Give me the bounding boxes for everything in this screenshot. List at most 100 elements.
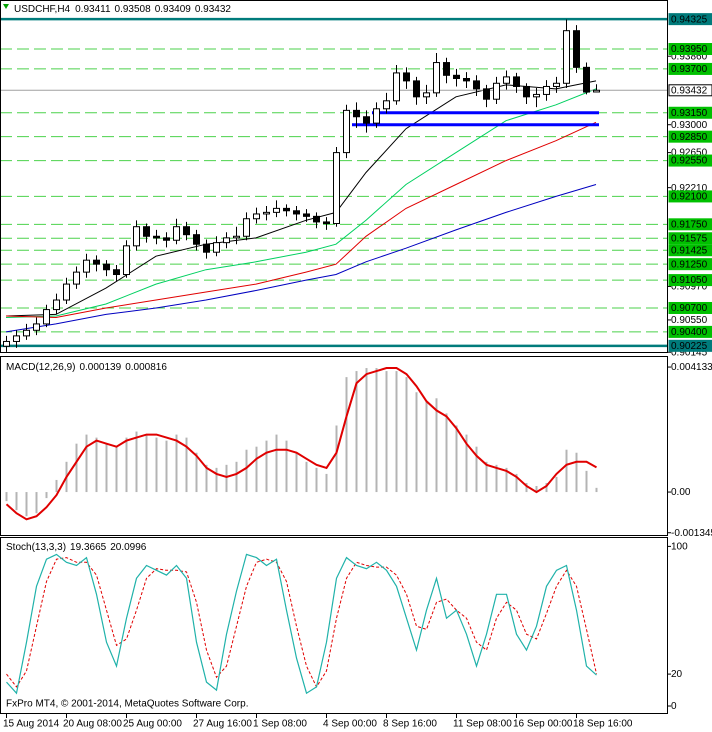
macd-bar — [265, 440, 268, 493]
y-tick-label: 0.90550 — [671, 315, 708, 326]
y-tick-label: 100 — [671, 542, 688, 553]
candle-body — [23, 329, 30, 337]
macd-bar — [595, 487, 598, 493]
stoch-main — [6, 553, 597, 695]
x-tick-label: 4 Sep 00:00 — [323, 719, 377, 730]
macd-bar — [395, 371, 398, 493]
axis-label-bg — [668, 244, 712, 257]
last-high: 0.93508 — [115, 4, 152, 15]
last-low: 0.93409 — [155, 4, 192, 15]
stoch-plot — [6, 553, 597, 695]
macd-bar — [35, 492, 38, 514]
macd-bar — [505, 467, 508, 493]
macd-bar — [475, 446, 478, 493]
stoch-main-value: 19.3665 — [70, 542, 107, 553]
y-tick-label: 0.90145 — [671, 347, 708, 358]
macd-bar — [335, 425, 338, 493]
axis-label-bg — [668, 274, 712, 287]
candle-body — [103, 263, 110, 271]
candle-body — [273, 207, 280, 213]
macd-bar — [255, 446, 258, 493]
y-tick-label: 0.92650 — [671, 148, 708, 159]
macd-bar — [155, 437, 158, 493]
macd-bar — [465, 434, 468, 493]
macd-bar — [85, 434, 88, 493]
candle-body — [243, 218, 250, 237]
stoch-panel — [0, 537, 668, 714]
y-tick-label: 0.93432 — [671, 85, 708, 96]
macd-bar — [515, 473, 518, 493]
candle-body — [293, 210, 300, 215]
macd-bar — [385, 371, 388, 493]
macd-bar — [565, 449, 568, 493]
candle-body — [543, 85, 550, 95]
macd-title: MACD(12,26,9) — [6, 362, 75, 373]
y-tick-label: 0.90225 — [671, 341, 708, 352]
macd-bar — [325, 473, 328, 493]
axis-label-bg — [668, 218, 712, 231]
macd-bar — [145, 434, 148, 493]
y-tick-label: 0.94325 — [671, 14, 708, 25]
axis-label-bg — [668, 258, 712, 271]
macd-bar — [165, 440, 168, 493]
candle-body — [73, 271, 80, 285]
macd-bar — [425, 401, 428, 493]
candle-body — [523, 85, 530, 98]
candle-body — [473, 80, 480, 90]
candle-body — [593, 89, 600, 93]
candle-body — [553, 82, 560, 87]
macd-bar — [275, 434, 278, 493]
macd-bar — [445, 413, 448, 493]
axis-label-bg — [668, 325, 712, 338]
y-tick-label: 0.92100 — [671, 192, 708, 203]
candle-body — [573, 30, 580, 68]
macd-bar — [345, 377, 348, 493]
candle-body — [143, 226, 150, 237]
macd-bar — [365, 368, 368, 493]
macd-bar — [55, 479, 58, 493]
candle-body — [223, 237, 230, 244]
y-tick-label: 0.92210 — [671, 183, 708, 194]
macd-main-value: 0.000139 — [79, 362, 121, 373]
macd-bar — [585, 470, 588, 493]
candle-body — [483, 88, 490, 100]
candle-body — [413, 80, 420, 98]
macd-bar — [225, 464, 228, 493]
footer: FxPro MT4, © 2001-2014, MetaQuotes Softw… — [6, 699, 248, 710]
macd-bar — [175, 434, 178, 493]
candle-body — [233, 235, 240, 239]
macd-bar — [485, 461, 488, 493]
stoch-signal-value: 20.0996 — [110, 542, 147, 553]
candle-body — [53, 299, 60, 311]
candle-body — [403, 72, 410, 82]
macd-bar — [15, 492, 18, 511]
y-tick-label: 20 — [671, 669, 683, 680]
candle-body — [333, 152, 340, 225]
y-tick-label: 0.92850 — [671, 132, 708, 143]
y-tick-label: 0.90970 — [671, 282, 708, 293]
y-tick-label: 0.91750 — [671, 219, 708, 230]
axis-label-bg — [668, 339, 712, 352]
candle-body — [163, 237, 170, 241]
macd-plot — [5, 367, 598, 521]
candle-body — [153, 235, 160, 239]
x-tick-label: 11 Sep 08:00 — [453, 719, 512, 730]
panels — [0, 0, 668, 714]
x-tick-label: 8 Sep 16:00 — [383, 719, 437, 730]
axis-label-bg — [668, 232, 712, 245]
macd-header: MACD(12,26,9) 0.000139 0.000816 — [6, 362, 167, 373]
macd-bar — [375, 368, 378, 493]
candle-body — [503, 76, 510, 84]
candle-body — [123, 245, 130, 276]
candle-body — [93, 259, 100, 265]
last-close: 0.93432 — [195, 4, 232, 15]
candle-body — [173, 226, 180, 241]
macd-bar — [25, 492, 28, 517]
symbol: USDCHF,H4 — [14, 4, 71, 15]
y-tick-label: 0.93860 — [671, 51, 708, 62]
macd-bar — [95, 437, 98, 493]
macd-bar — [105, 443, 108, 493]
candle-body — [183, 226, 190, 236]
macd-bar — [235, 461, 238, 493]
y-tick-label: 0.93150 — [671, 108, 708, 119]
